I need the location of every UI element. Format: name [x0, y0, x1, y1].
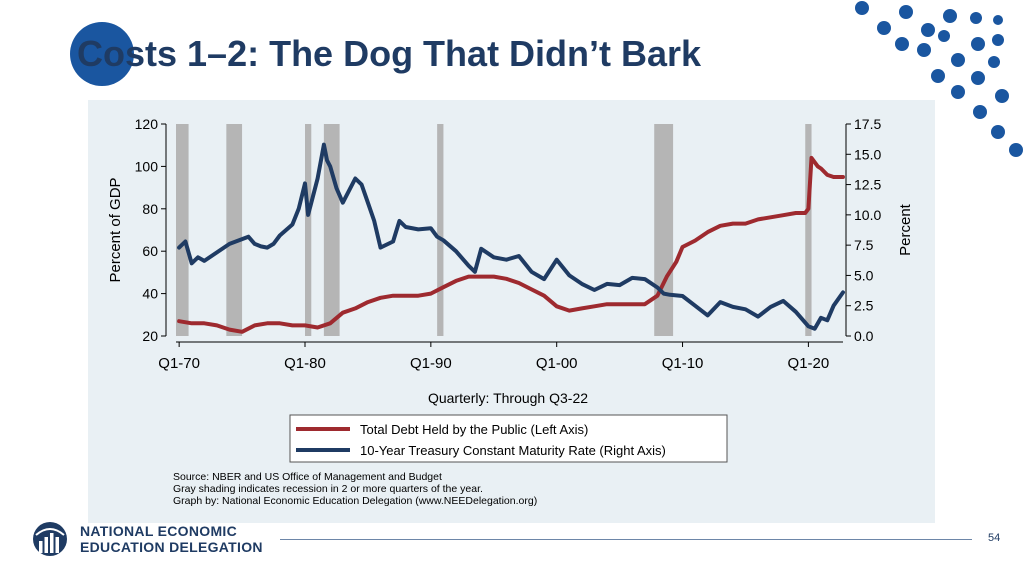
right-y-tick-label-0: 0.0 [854, 328, 874, 344]
series-line-treasury [177, 142, 845, 331]
left-y-tick-label-4: 100 [135, 158, 159, 174]
recession-bar-2 [304, 124, 312, 336]
recession-bar-0 [176, 124, 189, 336]
debt-vs-treasury-line-chart: Q1-70 Q1-80 Q1-90 Q1-00 Q1-10 Q1-20 20 40 60 80 10… [107, 116, 914, 507]
recession-bar-3 [323, 124, 340, 336]
x-tick-label-2: Q1-90 [410, 355, 452, 372]
left-y-tick-label-2: 60 [142, 243, 158, 259]
logo-line-2: EDUCATION DELEGATION [80, 539, 263, 555]
x-tick-label-0: Q1-70 [158, 355, 200, 372]
right-y-tick-label-3: 7.5 [854, 237, 874, 253]
legend: Total Debt Held by the Public (Left Axis… [289, 414, 728, 463]
left-y-axis-title: Percent of GDP [107, 177, 124, 282]
page-title: Costs 1–2: The Dog That Didn’t Bark [77, 33, 702, 74]
x-axis-title: Quarterly: Through Q3-22 [428, 390, 588, 406]
logo-wordmark: NATIONAL ECONOMIC EDUCATION DELEGATION [80, 523, 263, 555]
right-y-tick-label-2: 5.0 [854, 267, 874, 283]
series-group [177, 142, 845, 334]
legend-label-treasury: 10-Year Treasury Constant Maturity Rate … [360, 443, 666, 458]
left-y-tick-label-0: 20 [142, 328, 158, 344]
right-y-tick-label-4: 10.0 [854, 207, 881, 223]
legend-box [289, 414, 728, 463]
right-y-tick-label-5: 12.5 [854, 177, 881, 193]
source-note-line-3: Graph by: National Economic Education De… [173, 495, 537, 507]
page-number: 54 [988, 532, 1001, 544]
x-tick-label-4: Q1-10 [662, 355, 704, 372]
title-accent-circle [70, 22, 134, 86]
series-line-debt [177, 155, 845, 334]
x-tick-label-3: Q1-00 [536, 355, 578, 372]
source-note-line-1: Source: NBER and US Office of Management… [173, 471, 442, 483]
right-y-tick-label-7: 17.5 [854, 116, 881, 132]
recession-shading-group [176, 124, 812, 336]
right-y-axis-title: Percent [897, 203, 914, 256]
recession-bar-1 [226, 124, 243, 336]
axes-group [165, 124, 847, 343]
left-y-tick-label-1: 40 [142, 286, 158, 302]
recession-bar-5 [654, 124, 674, 336]
tick-group: Q1-70 Q1-80 Q1-90 Q1-00 Q1-10 Q1-20 20 40 60 80 10… [135, 116, 882, 372]
decorative-dot-pattern [855, 1, 1023, 157]
right-y-tick-label-1: 2.5 [854, 298, 874, 314]
legend-label-debt: Total Debt Held by the Public (Left Axis… [360, 422, 588, 437]
left-y-tick-label-3: 80 [142, 201, 158, 217]
right-y-tick-label-6: 15.0 [854, 146, 881, 162]
source-notes: Source: NBER and US Office of Management… [173, 471, 537, 507]
recession-bar-4 [437, 124, 444, 336]
need-logo-icon [33, 522, 67, 556]
logo-line-1: NATIONAL ECONOMIC [80, 523, 238, 539]
x-tick-label-5: Q1-20 [788, 355, 830, 372]
source-note-line-2: Gray shading indicates recession in 2 or… [173, 483, 483, 495]
footer-divider [280, 539, 972, 540]
left-y-tick-label-5: 120 [135, 116, 159, 132]
x-tick-label-1: Q1-80 [284, 355, 326, 372]
recession-bar-6 [805, 124, 812, 336]
